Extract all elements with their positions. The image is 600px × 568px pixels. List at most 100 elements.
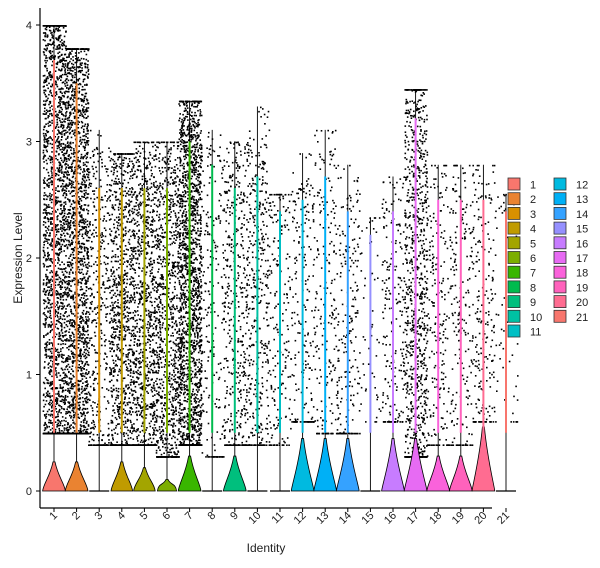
jitter-point (69, 112, 71, 114)
jitter-point (48, 206, 51, 208)
jitter-point (61, 326, 63, 328)
jitter-point (61, 225, 64, 227)
jitter-point (122, 279, 124, 281)
jitter-point (48, 234, 50, 237)
jitter-point (43, 264, 46, 266)
jitter-point (55, 110, 57, 113)
jitter-point (132, 325, 134, 328)
jitter-point (71, 168, 73, 171)
jitter-point (64, 162, 67, 165)
jitter-point (45, 275, 48, 278)
jitter-point (55, 272, 58, 274)
jitter-point (113, 163, 115, 165)
jitter-point (71, 91, 73, 93)
jitter-point (56, 432, 58, 435)
jitter-point (126, 306, 128, 309)
jitter-point (64, 80, 67, 82)
jitter-point (84, 66, 87, 69)
jitter-point (74, 385, 76, 387)
jitter-point (95, 313, 97, 315)
jitter-point (97, 152, 99, 155)
jitter-point (49, 124, 52, 127)
jitter-point (82, 100, 84, 102)
jitter-point (75, 82, 77, 84)
jitter-point (118, 293, 121, 296)
jitter-point (47, 43, 49, 45)
jitter-point (64, 235, 66, 237)
jitter-point (51, 64, 53, 67)
jitter-point (45, 417, 47, 419)
jitter-point (113, 167, 115, 169)
jitter-point (80, 183, 83, 185)
jitter-point (109, 228, 111, 230)
jitter-point (73, 319, 75, 322)
jitter-point (57, 293, 59, 296)
jitter-point (44, 211, 47, 214)
jitter-point (61, 281, 64, 284)
jitter-point (77, 83, 80, 86)
jitter-point (69, 67, 71, 70)
jitter-point (78, 251, 81, 254)
jitter-point (80, 374, 83, 377)
jitter-point (125, 186, 128, 189)
jitter-point (73, 432, 76, 435)
jitter-point (54, 200, 57, 202)
jitter-point (78, 432, 81, 435)
jitter-point (82, 430, 84, 432)
jitter-point (60, 213, 62, 216)
jitter-point (69, 166, 71, 168)
jitter-point (50, 58, 52, 60)
jitter-point (123, 329, 126, 331)
jitter-point (62, 101, 65, 103)
jitter-point (73, 172, 76, 175)
jitter-point (78, 132, 80, 135)
jitter-point (106, 168, 109, 170)
jitter-point (85, 98, 88, 101)
jitter-point (60, 432, 62, 435)
jitter-point (88, 171, 91, 174)
jitter-point (49, 136, 51, 138)
jitter-point (58, 142, 61, 145)
jitter-point (57, 57, 60, 59)
jitter-point (78, 408, 81, 410)
jitter-point (72, 431, 74, 434)
jitter-point (66, 239, 68, 242)
jitter-point (56, 314, 58, 317)
jitter-point (80, 214, 83, 216)
jitter-point (95, 187, 98, 189)
jitter-point (74, 74, 77, 76)
jitter-point (118, 203, 121, 206)
jitter-point (132, 411, 134, 413)
jitter-point (96, 256, 98, 259)
jitter-point (61, 45, 64, 47)
jitter-point (72, 222, 74, 224)
jitter-point (88, 371, 90, 373)
jitter-point (86, 270, 89, 272)
jitter-point (92, 190, 94, 192)
jitter-point (69, 334, 71, 337)
jitter-point (48, 155, 51, 158)
jitter-point (100, 296, 102, 299)
jitter-point (47, 140, 50, 142)
jitter-point (127, 429, 129, 432)
jitter-point (78, 268, 81, 271)
jitter-point (46, 145, 49, 147)
jitter-point (113, 318, 116, 321)
jitter-point (43, 312, 45, 314)
jitter-point (69, 411, 72, 414)
jitter-point (87, 204, 89, 207)
jitter-point (93, 148, 96, 151)
jitter-point (67, 171, 69, 174)
jitter-point (73, 91, 76, 93)
jitter-point (122, 263, 124, 265)
jitter-point (127, 388, 129, 390)
jitter-point (81, 141, 83, 144)
jitter-point (84, 184, 86, 186)
jitter-point (45, 413, 48, 415)
jitter-point (64, 417, 67, 419)
jitter-point (50, 402, 53, 405)
jitter-point (81, 104, 83, 107)
jitter-point (54, 313, 56, 315)
jitter-point (83, 243, 86, 245)
jitter-point (83, 179, 85, 182)
